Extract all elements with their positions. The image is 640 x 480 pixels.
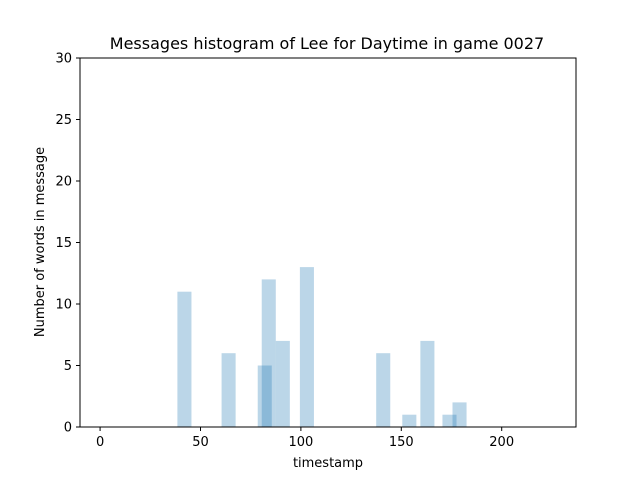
x-axis-ticks: 0 50 100 150 200	[96, 427, 514, 450]
y-axis-ticks: 0 5 10 15 20 25 30	[55, 52, 80, 436]
x-tick-label: 50	[192, 435, 209, 450]
plot-frame	[79, 57, 577, 428]
x-axis-label: timestamp	[293, 456, 363, 471]
y-tick-label: 30	[55, 52, 72, 67]
y-tick-label: 5	[64, 359, 72, 374]
x-tick-label: 150	[389, 435, 414, 450]
bar-6	[376, 353, 391, 427]
bar-9	[442, 414, 457, 427]
y-axis-label: Number of words in message	[33, 147, 48, 337]
bar-3	[261, 279, 276, 427]
y-tick-label: 20	[55, 175, 72, 190]
x-tick-label: 100	[288, 435, 313, 450]
chart-title: Messages histogram of Lee for Daytime in…	[110, 34, 544, 53]
y-tick-label: 15	[55, 236, 72, 251]
bars-group	[177, 267, 467, 427]
bar-7	[402, 414, 417, 427]
bar-4	[275, 340, 290, 427]
bar-0	[177, 291, 192, 427]
bar-10	[452, 402, 467, 427]
bar-5	[299, 267, 314, 427]
bar-8	[420, 340, 435, 427]
y-tick-label: 0	[64, 421, 72, 436]
bar-1	[221, 353, 236, 427]
y-tick-label: 10	[55, 298, 72, 313]
bar-2	[257, 365, 272, 427]
x-tick-label: 200	[489, 435, 514, 450]
x-tick-label: 0	[96, 435, 104, 450]
y-tick-label: 25	[55, 113, 72, 128]
